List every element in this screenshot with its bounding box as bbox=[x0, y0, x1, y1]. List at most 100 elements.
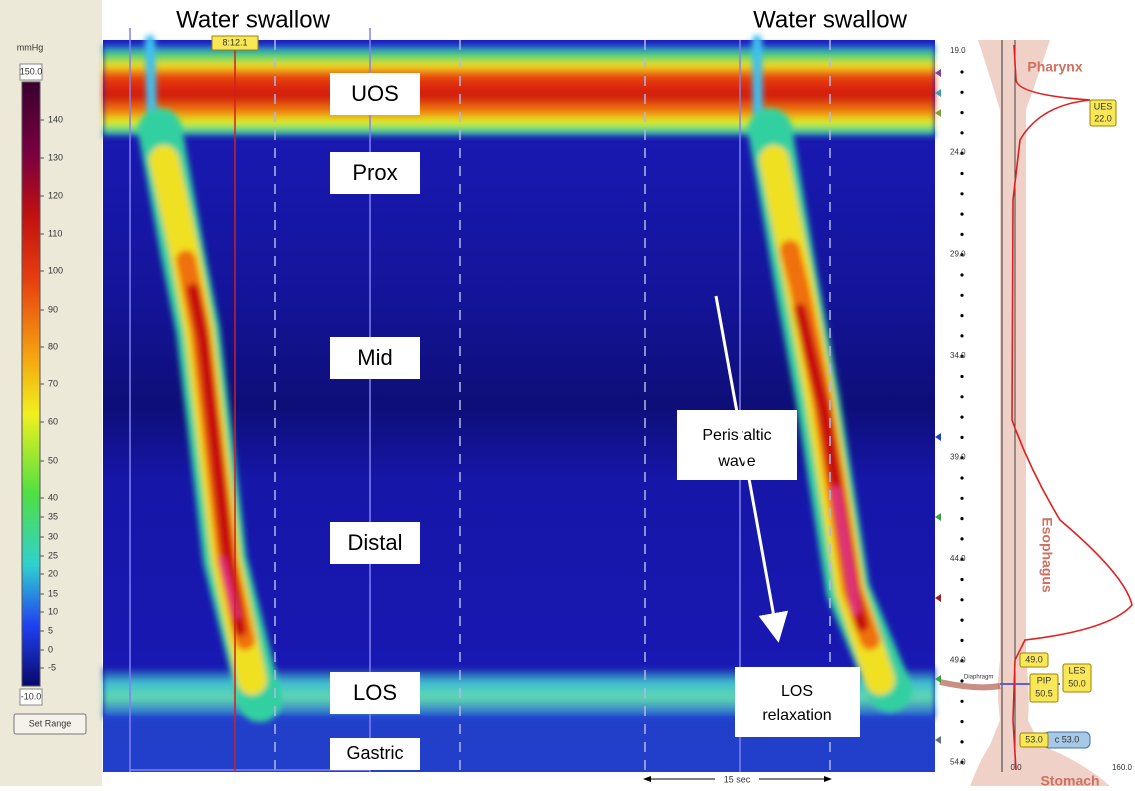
sensor-dot bbox=[960, 760, 964, 764]
scale-tick-label: 100 bbox=[48, 265, 63, 275]
marker-value: 22.0 bbox=[1094, 113, 1112, 123]
annotation: Peristaltic bbox=[702, 427, 771, 444]
region-labels: UOS Prox Mid Distal LOS Gastric bbox=[330, 73, 420, 770]
profile-x-tick: 160.0 bbox=[1112, 763, 1133, 772]
sensor-dot bbox=[960, 374, 964, 379]
max-label: 150.0 bbox=[20, 66, 43, 76]
sensor-dot bbox=[960, 517, 964, 521]
sensor-dot bbox=[960, 151, 964, 155]
scale-tick-label: 10 bbox=[48, 606, 58, 616]
scale-tick-label: 5 bbox=[48, 625, 53, 635]
sensor-dot bbox=[960, 699, 964, 703]
diaphragm-label: Diaphragm bbox=[964, 675, 993, 681]
scale-ticks: 1401301201101009080706050403530252015105… bbox=[40, 114, 63, 672]
sensor-dot bbox=[960, 90, 964, 94]
marker-value: 50.0 bbox=[1068, 678, 1086, 688]
sensor-dot bbox=[960, 273, 964, 277]
sensor-dot bbox=[960, 557, 964, 561]
sensor-dot bbox=[960, 456, 964, 460]
scale-tick-label: -5 bbox=[48, 662, 56, 672]
depth-tick-label: 24.0 bbox=[950, 148, 966, 157]
marker-name: UES bbox=[1094, 101, 1113, 111]
cursor-time: 8:12.1 bbox=[222, 37, 247, 47]
region-label: Gastric bbox=[346, 743, 403, 763]
profile-panel bbox=[935, 40, 1133, 786]
scale-tick-label: 60 bbox=[48, 416, 58, 426]
region-label: Mid bbox=[357, 345, 392, 370]
sensor-dot bbox=[960, 577, 964, 582]
scale-tick-label: 0 bbox=[48, 644, 53, 654]
sensor-dot bbox=[960, 740, 964, 744]
sensor-dot bbox=[960, 253, 964, 257]
sensor-dot bbox=[960, 293, 964, 297]
set-range-button[interactable] bbox=[13, 713, 87, 735]
sensor-dot bbox=[960, 354, 964, 358]
marker-value: 50.5 bbox=[1035, 688, 1053, 698]
depth-badge bbox=[1019, 652, 1049, 668]
annotation-box bbox=[677, 410, 797, 480]
sensor-dot bbox=[960, 638, 964, 643]
scale-tick-label: 140 bbox=[48, 114, 63, 124]
channel-marker bbox=[935, 109, 941, 117]
annotation: wave bbox=[717, 453, 755, 470]
depth-tick-label: 44.0 bbox=[950, 554, 966, 563]
sensor-dot bbox=[960, 192, 964, 196]
set-range-text: Set Range bbox=[29, 718, 72, 728]
scale-tick-label: 35 bbox=[48, 511, 58, 521]
sensor-dot bbox=[960, 476, 964, 480]
depth-badge bbox=[1019, 732, 1049, 748]
wave-arrow bbox=[714, 295, 789, 643]
sensor-dot bbox=[960, 70, 964, 74]
sensor-dot bbox=[960, 618, 964, 622]
marker-badge bbox=[1029, 673, 1059, 703]
anatomy-label: Pharynx bbox=[1027, 59, 1082, 75]
channel-marker bbox=[935, 594, 941, 602]
scale-tick-label: 110 bbox=[48, 228, 62, 238]
depth-tick-label: 39.0 bbox=[950, 453, 966, 462]
region-label: LOS bbox=[353, 680, 397, 705]
sensor-dot bbox=[960, 415, 964, 419]
depth-badge-text: 49.0 bbox=[1025, 654, 1043, 664]
min-label: -10.0 bbox=[21, 691, 42, 701]
sensor-dot bbox=[960, 314, 964, 318]
scale-tick-label: 15 bbox=[48, 588, 58, 598]
marker-name: PIP bbox=[1037, 675, 1052, 685]
region-label: Prox bbox=[352, 160, 397, 185]
depth-tick-label: 29.0 bbox=[950, 249, 966, 258]
region-label: UOS bbox=[351, 81, 399, 106]
sensor-dot bbox=[960, 435, 964, 439]
sensor-dot bbox=[960, 171, 964, 176]
scale-tick-label: 20 bbox=[48, 568, 58, 578]
swallow-label: Water swallow bbox=[753, 6, 907, 33]
region-label: Distal bbox=[347, 530, 402, 555]
scale-tick-label: 25 bbox=[48, 550, 58, 560]
channel-marker bbox=[935, 736, 941, 744]
scale-tick-label: 120 bbox=[48, 190, 63, 200]
depth-tick-label: 34.0 bbox=[950, 351, 966, 360]
sensor-dot bbox=[960, 720, 964, 724]
sensor-dot bbox=[960, 111, 964, 115]
scale-tick-label: 90 bbox=[48, 304, 58, 314]
scale-tick-label: 70 bbox=[48, 378, 58, 388]
max-box bbox=[19, 63, 43, 81]
cursor-depth-text: c 53.0 bbox=[1055, 734, 1080, 744]
sensor-dot bbox=[960, 212, 964, 216]
sensor-dot bbox=[960, 395, 964, 399]
sensor-dot bbox=[960, 679, 964, 683]
time-scale-bg bbox=[715, 772, 759, 786]
sensor-dot bbox=[960, 131, 964, 135]
scale-tick-label: 40 bbox=[48, 492, 58, 502]
annotation: LOS bbox=[781, 683, 813, 700]
scale-tick-label: 50 bbox=[48, 455, 58, 465]
depth-tick-label: 49.0 bbox=[950, 656, 966, 665]
depth-tick-label: 54.0 bbox=[950, 757, 966, 766]
cursor-badge bbox=[211, 35, 259, 51]
profile-x-tick: 0.0 bbox=[1010, 763, 1022, 772]
channel-marker bbox=[935, 433, 941, 441]
marker-name: LES bbox=[1068, 665, 1085, 675]
anatomy-label: Esophagus bbox=[1039, 517, 1055, 593]
unit: mmHg bbox=[17, 42, 44, 52]
channel-marker bbox=[935, 69, 941, 77]
scale-tick-label: 80 bbox=[48, 341, 58, 351]
